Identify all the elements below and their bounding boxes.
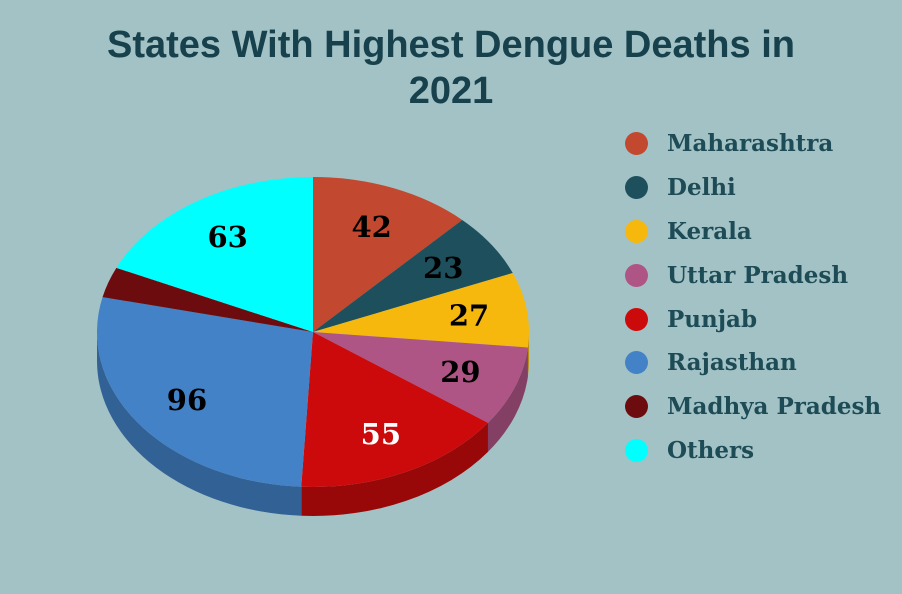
pie-slice: [102, 267, 313, 332]
pie-slice-wall: [527, 332, 529, 377]
legend-label: Kerala: [667, 217, 752, 245]
pie-slice: [313, 177, 463, 332]
legend-item-punjab: Punjab: [625, 297, 881, 341]
legend-item-delhi: Delhi: [625, 166, 881, 210]
pie-slice: [116, 177, 313, 332]
legend-color-dot-icon: [625, 438, 648, 462]
legend-item-madhya-pradesh: Madhya Pradesh: [625, 385, 881, 429]
legend-label: Maharashtra: [667, 130, 834, 158]
legend-color-dot-icon: [625, 263, 648, 287]
legend-item-rajasthan: Rajasthan: [625, 341, 881, 385]
chart-title-line-1: States With Highest Dengue Deaths in: [107, 24, 795, 66]
pie-slice: [301, 332, 488, 487]
legend-color-dot-icon: [625, 351, 648, 375]
legend-item-others: Others: [625, 429, 881, 473]
pie-slice-wall: [301, 422, 488, 516]
slice-value-label: 27: [449, 299, 489, 333]
chart-title-line-2: 2021: [408, 70, 494, 112]
slice-value-label: 96: [167, 383, 207, 417]
slice-value-label: 63: [207, 220, 247, 254]
pie-slice-wall: [97, 332, 302, 516]
legend-label: Delhi: [667, 174, 736, 202]
slice-value-label: 23: [423, 251, 463, 285]
slice-value-label: 29: [440, 355, 480, 389]
legend-item-maharashtra: Maharashtra: [625, 122, 881, 166]
chart-title: States With Highest Dengue Deaths in 202…: [0, 22, 902, 114]
pie-slice: [313, 219, 513, 332]
slice-value-label: 55: [361, 417, 401, 451]
pie-slice-wall: [487, 347, 528, 452]
pie-slice: [313, 332, 528, 423]
legend-label: Madhya Pradesh: [667, 393, 882, 421]
legend-item-uttar-pradesh: Uttar Pradesh: [625, 253, 881, 297]
pie-slice: [313, 273, 529, 348]
legend-color-dot-icon: [625, 395, 648, 419]
legend-color-dot-icon: [625, 307, 648, 331]
legend-label: Punjab: [667, 305, 758, 333]
legend-color-dot-icon: [625, 176, 648, 200]
legend: Maharashtra Delhi Kerala Uttar Pradesh P…: [625, 122, 881, 472]
legend-color-dot-icon: [625, 219, 648, 243]
legend-color-dot-icon: [625, 132, 648, 156]
pie-slice: [97, 297, 314, 487]
legend-item-kerala: Kerala: [625, 210, 881, 254]
legend-label: Uttar Pradesh: [667, 261, 849, 289]
legend-label: Rajasthan: [667, 349, 797, 377]
legend-label: Others: [667, 436, 755, 464]
slice-value-label: 42: [352, 210, 392, 244]
